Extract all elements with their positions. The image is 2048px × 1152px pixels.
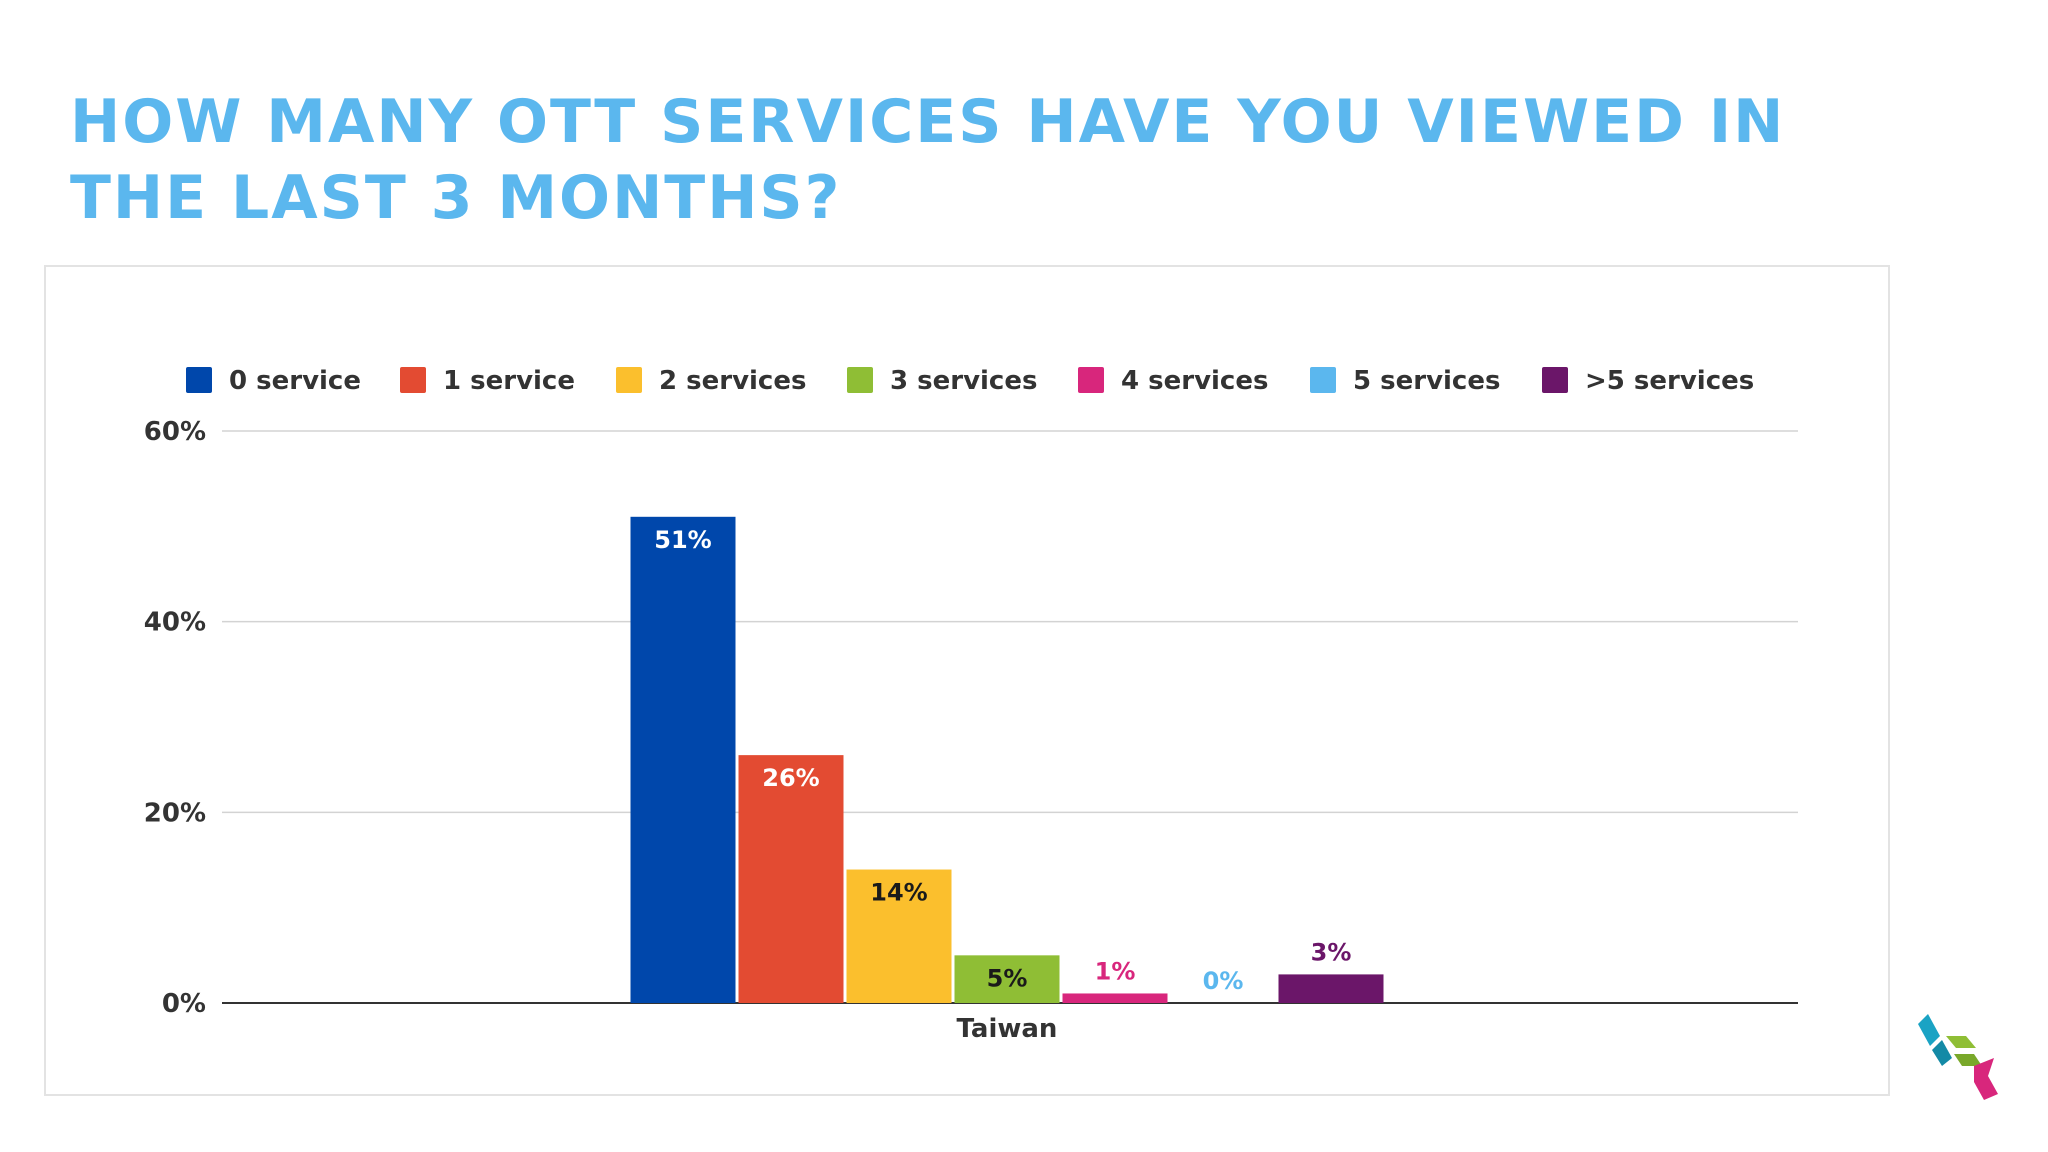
legend-item: >5 services: [1542, 366, 1754, 396]
legend-item: 5 services: [1310, 366, 1500, 396]
data-label: 26%: [762, 764, 819, 792]
y-tick-label: 60%: [144, 417, 206, 447]
legend-label: 3 services: [890, 366, 1037, 396]
legend-label: 4 services: [1121, 366, 1268, 396]
data-label: 51%: [654, 526, 711, 554]
x-tick-label: Taiwan: [957, 1014, 1058, 1044]
data-label: 1%: [1095, 957, 1136, 985]
legend-label: 1 service: [443, 366, 575, 396]
bar: [630, 516, 736, 1003]
legend: 0 service 1 service 2 services 3 services 4 …: [186, 366, 1754, 396]
y-tick-label: 0%: [162, 989, 206, 1019]
legend-swatch: [1078, 367, 1104, 393]
data-label: 3%: [1311, 938, 1352, 966]
gridlines: [222, 430, 1798, 1004]
legend-label: 2 services: [659, 366, 806, 396]
data-label: 5%: [987, 964, 1028, 992]
legend-swatch: [400, 367, 426, 393]
legend-label: 5 services: [1353, 366, 1500, 396]
slide-title: HOW MANY OTT SERVICES HAVE YOU VIEWED IN…: [70, 87, 1786, 233]
legend-label: >5 services: [1585, 366, 1754, 396]
bars: [630, 516, 1384, 1003]
legend-swatch: [186, 367, 212, 393]
bar: [738, 755, 844, 1003]
chart-frame: 0% 20% 40% 60% 51% 26% 14% 5% 1% 0% 3% Taiwan 0 s…: [44, 265, 1890, 1096]
legend-item: 2 services: [616, 366, 806, 396]
data-label: 0%: [1203, 967, 1244, 995]
y-tick-label: 20%: [144, 798, 206, 828]
legend-swatch: [847, 367, 873, 393]
legend-swatch: [616, 367, 642, 393]
legend-swatch: [1310, 367, 1336, 393]
ott-services-bar-chart: 0% 20% 40% 60% 51% 26% 14% 5% 1% 0% 3% Taiwan 0 s…: [144, 366, 1798, 1044]
cube-logo-icon: [1918, 1014, 1998, 1100]
legend-label: 0 service: [229, 366, 361, 396]
legend-item: 1 service: [400, 366, 575, 396]
y-tick-label: 40%: [144, 608, 206, 638]
legend-swatch: [1542, 367, 1568, 393]
data-labels: 51% 26% 14% 5% 1% 0% 3%: [654, 526, 1351, 995]
legend-item: 0 service: [186, 366, 361, 396]
bar: [846, 869, 952, 1003]
x-axis-ticks: Taiwan: [957, 1014, 1058, 1044]
bar: [1062, 993, 1168, 1003]
data-label: 14%: [870, 879, 927, 907]
legend-item: 4 services: [1078, 366, 1268, 396]
bar: [954, 955, 1060, 1003]
bar: [1278, 974, 1384, 1003]
y-axis-ticks: 0% 20% 40% 60%: [144, 417, 206, 1019]
legend-item: 3 services: [847, 366, 1037, 396]
